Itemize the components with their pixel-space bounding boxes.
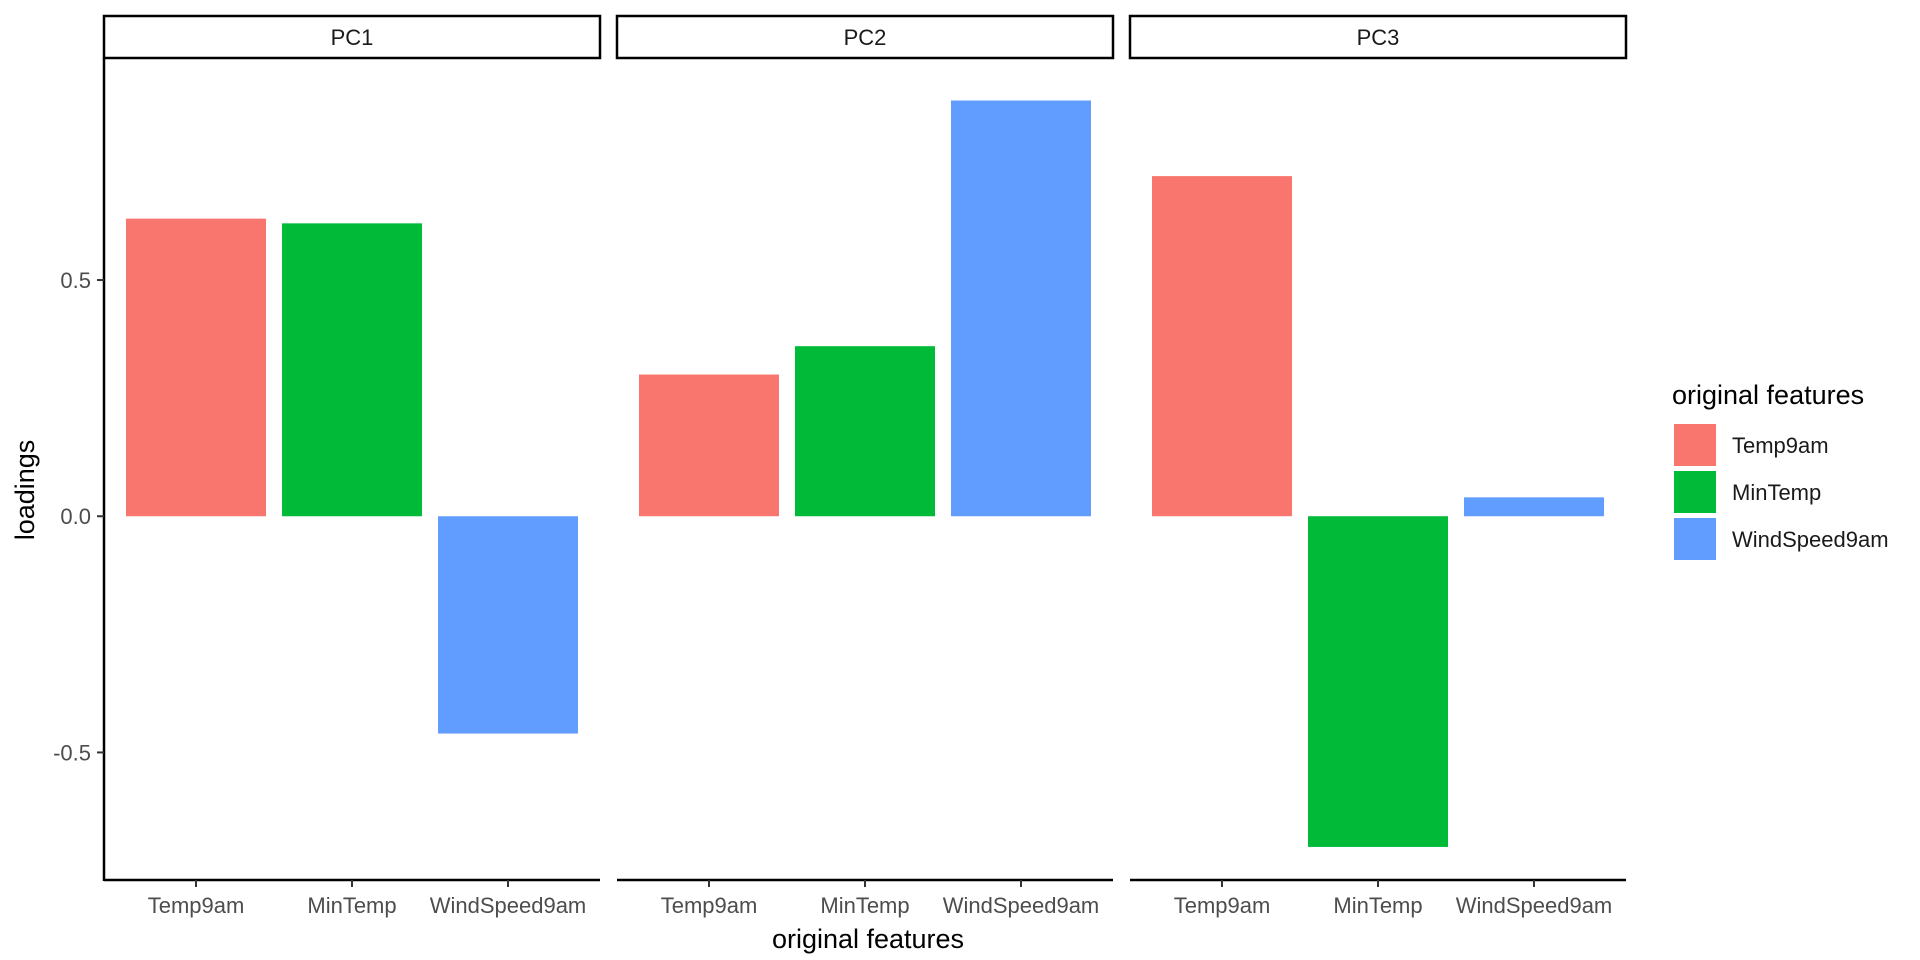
bar-pc1-temp9am — [126, 218, 266, 517]
legend-swatch-mintemp — [1674, 471, 1716, 513]
bar-pc3-temp9am — [1152, 176, 1292, 517]
bar-pc1-mintemp — [282, 223, 422, 517]
y-axis-title: loadings — [10, 440, 40, 541]
legend-title: original features — [1672, 380, 1864, 410]
legend-swatch-temp9am — [1674, 424, 1716, 466]
x-tick-label: WindSpeed9am — [1456, 893, 1613, 918]
bar-pc3-windspeed9am — [1464, 497, 1604, 517]
facet-panel-pc1: PC1 Temp9am MinTemp WindSpeed9am — [102, 14, 602, 918]
y-tick-label: 0.0 — [60, 504, 91, 529]
bar-pc2-windspeed9am — [951, 100, 1091, 517]
x-tick-label: Temp9am — [1174, 893, 1271, 918]
facet-panel-pc2: PC2 Temp9am MinTemp WindSpeed9am — [615, 14, 1115, 918]
y-tick-label: 0.5 — [60, 268, 91, 293]
legend: original features Temp9am MinTemp WindSpee… — [1672, 380, 1889, 560]
legend-label: MinTemp — [1732, 480, 1821, 505]
legend-swatch-windspeed9am — [1674, 518, 1716, 560]
bar-pc2-temp9am — [639, 374, 779, 517]
legend-label: WindSpeed9am — [1732, 527, 1889, 552]
bar-pc3-mintemp — [1308, 516, 1448, 847]
facet-strip — [102, 14, 602, 60]
facet-panel-pc3: PC3 Temp9am MinTemp WindSpeed9am — [1128, 14, 1628, 918]
x-axis-title: original features — [772, 924, 964, 954]
x-tick-label: Temp9am — [661, 893, 758, 918]
y-tick-label: -0.5 — [53, 740, 91, 765]
x-tick-label: MinTemp — [1333, 893, 1422, 918]
x-tick-label: MinTemp — [307, 893, 396, 918]
facet-strip-label: PC2 — [844, 25, 887, 50]
bar-pc1-windspeed9am — [438, 516, 578, 734]
x-tick-label: WindSpeed9am — [943, 893, 1100, 918]
bar-pc2-mintemp — [795, 346, 935, 517]
x-tick-label: MinTemp — [820, 893, 909, 918]
facet-strip-label: PC3 — [1357, 25, 1400, 50]
legend-label: Temp9am — [1732, 433, 1829, 458]
facet-panels: PC1 Temp9am MinTemp WindSpeed9am PC2 Temp9am M… — [102, 14, 1628, 918]
facet-strip-label: PC1 — [331, 25, 374, 50]
facet-strip — [1128, 14, 1628, 60]
x-tick-label: Temp9am — [148, 893, 245, 918]
y-axis: -0.5 0.0 0.5 — [53, 58, 106, 881]
x-tick-label: WindSpeed9am — [430, 893, 587, 918]
facet-strip — [615, 14, 1115, 60]
